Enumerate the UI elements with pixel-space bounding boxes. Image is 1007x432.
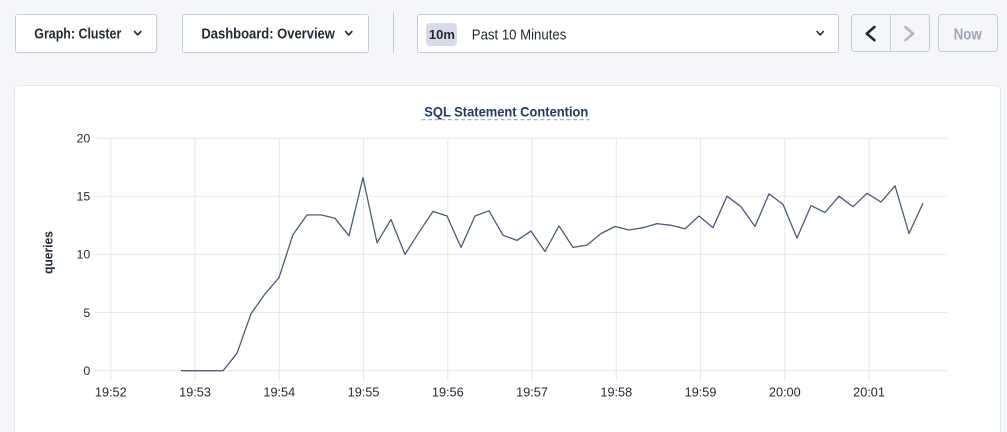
svg-text:20:00: 20:00 <box>769 385 801 399</box>
svg-text:0: 0 <box>83 364 90 378</box>
svg-text:19:53: 19:53 <box>179 385 211 399</box>
svg-text:5: 5 <box>83 306 90 320</box>
svg-text:19:54: 19:54 <box>263 385 295 399</box>
svg-text:19:56: 19:56 <box>432 385 464 399</box>
svg-text:15: 15 <box>77 189 91 203</box>
svg-text:Now: Now <box>954 27 982 44</box>
svg-text:Dashboard: Overview: Dashboard: Overview <box>201 27 335 43</box>
svg-text:SQL Statement Contention: SQL Statement Contention <box>424 103 588 119</box>
svg-text:Past 10 Minutes: Past 10 Minutes <box>472 28 567 44</box>
svg-text:19:55: 19:55 <box>348 385 380 399</box>
svg-text:10: 10 <box>77 248 91 262</box>
svg-text:20:01: 20:01 <box>853 385 885 399</box>
svg-text:19:57: 19:57 <box>516 385 548 399</box>
svg-text:20: 20 <box>77 131 91 145</box>
svg-text:19:58: 19:58 <box>600 385 632 399</box>
svg-text:19:59: 19:59 <box>685 385 717 399</box>
svg-text:queries: queries <box>42 231 56 274</box>
svg-text:Graph: Cluster: Graph: Cluster <box>34 27 121 43</box>
svg-text:10m: 10m <box>429 27 455 42</box>
svg-text:19:52: 19:52 <box>95 385 127 399</box>
